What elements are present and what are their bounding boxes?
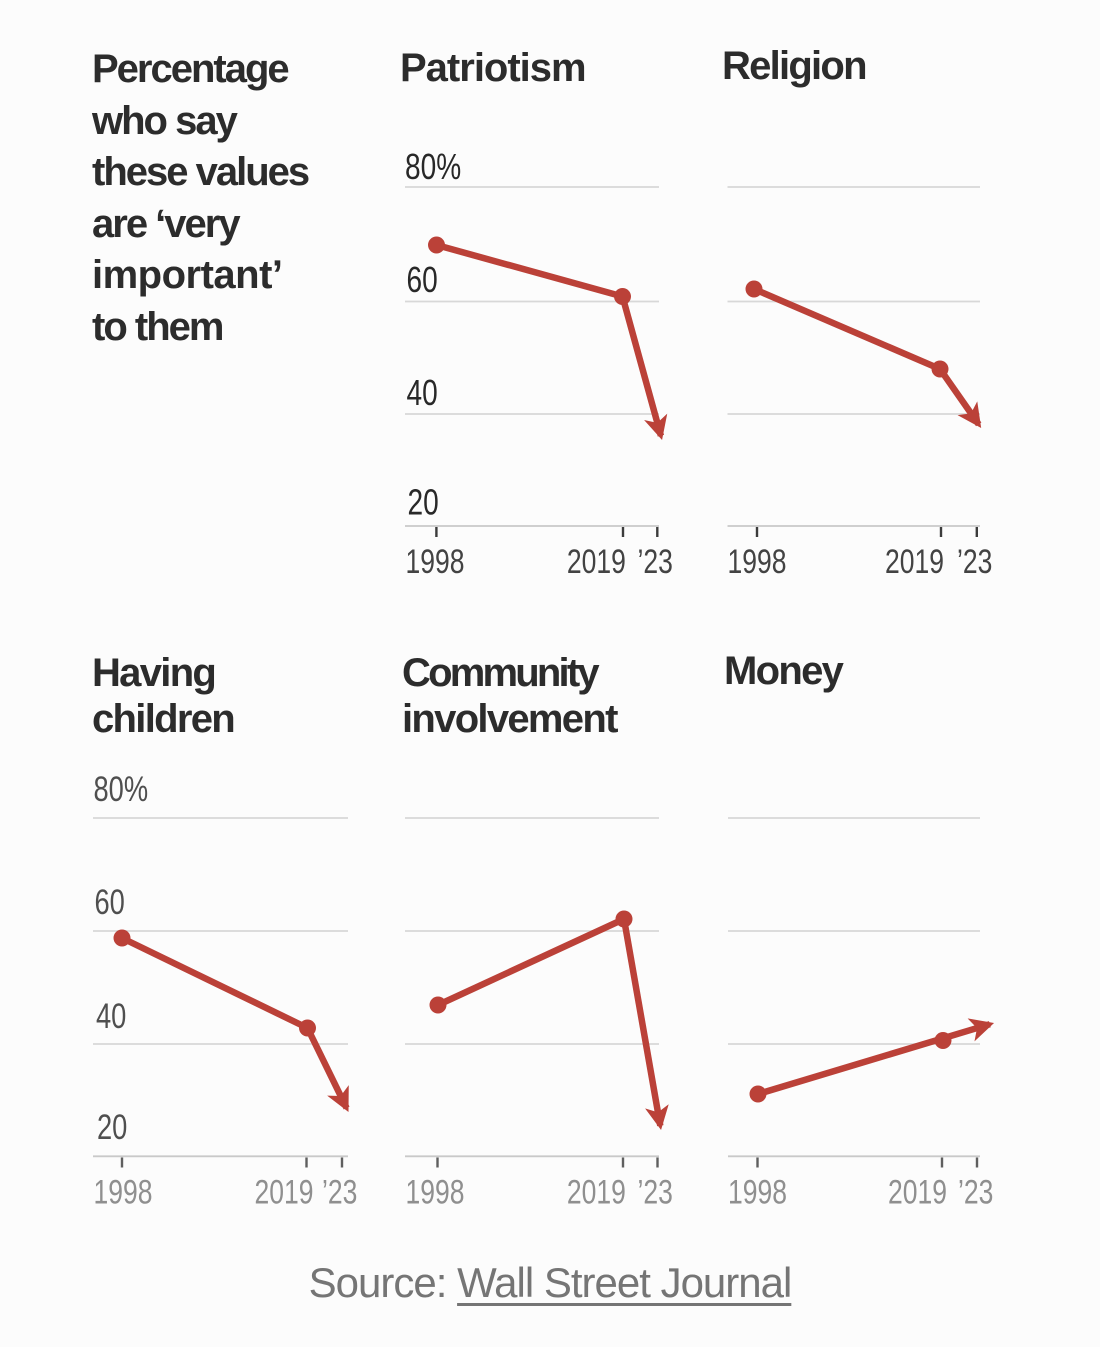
svg-text:’23: ’23 xyxy=(322,1173,357,1211)
svg-text:2019: 2019 xyxy=(567,1173,626,1211)
svg-text:2019: 2019 xyxy=(888,1173,947,1211)
svg-text:1998: 1998 xyxy=(406,543,465,581)
svg-text:1998: 1998 xyxy=(728,1173,787,1211)
svg-text:1998: 1998 xyxy=(406,1173,465,1211)
svg-text:60: 60 xyxy=(407,260,438,300)
svg-text:20: 20 xyxy=(97,1108,127,1147)
svg-text:’23: ’23 xyxy=(957,543,992,581)
svg-text:’23: ’23 xyxy=(638,543,673,581)
svg-text:1998: 1998 xyxy=(94,1173,153,1211)
svg-text:80%: 80% xyxy=(94,770,149,809)
svg-text:40: 40 xyxy=(96,997,126,1036)
svg-text:’23: ’23 xyxy=(638,1173,673,1211)
svg-text:80%: 80% xyxy=(405,147,461,187)
svg-text:2019: 2019 xyxy=(255,1173,314,1211)
svg-text:40: 40 xyxy=(407,373,438,413)
svg-text:20: 20 xyxy=(408,482,439,522)
svg-text:’23: ’23 xyxy=(958,1173,993,1211)
svg-text:60: 60 xyxy=(95,883,125,922)
svg-text:2019: 2019 xyxy=(885,543,944,581)
svg-text:1998: 1998 xyxy=(728,543,787,581)
svg-text:2019: 2019 xyxy=(567,543,626,581)
